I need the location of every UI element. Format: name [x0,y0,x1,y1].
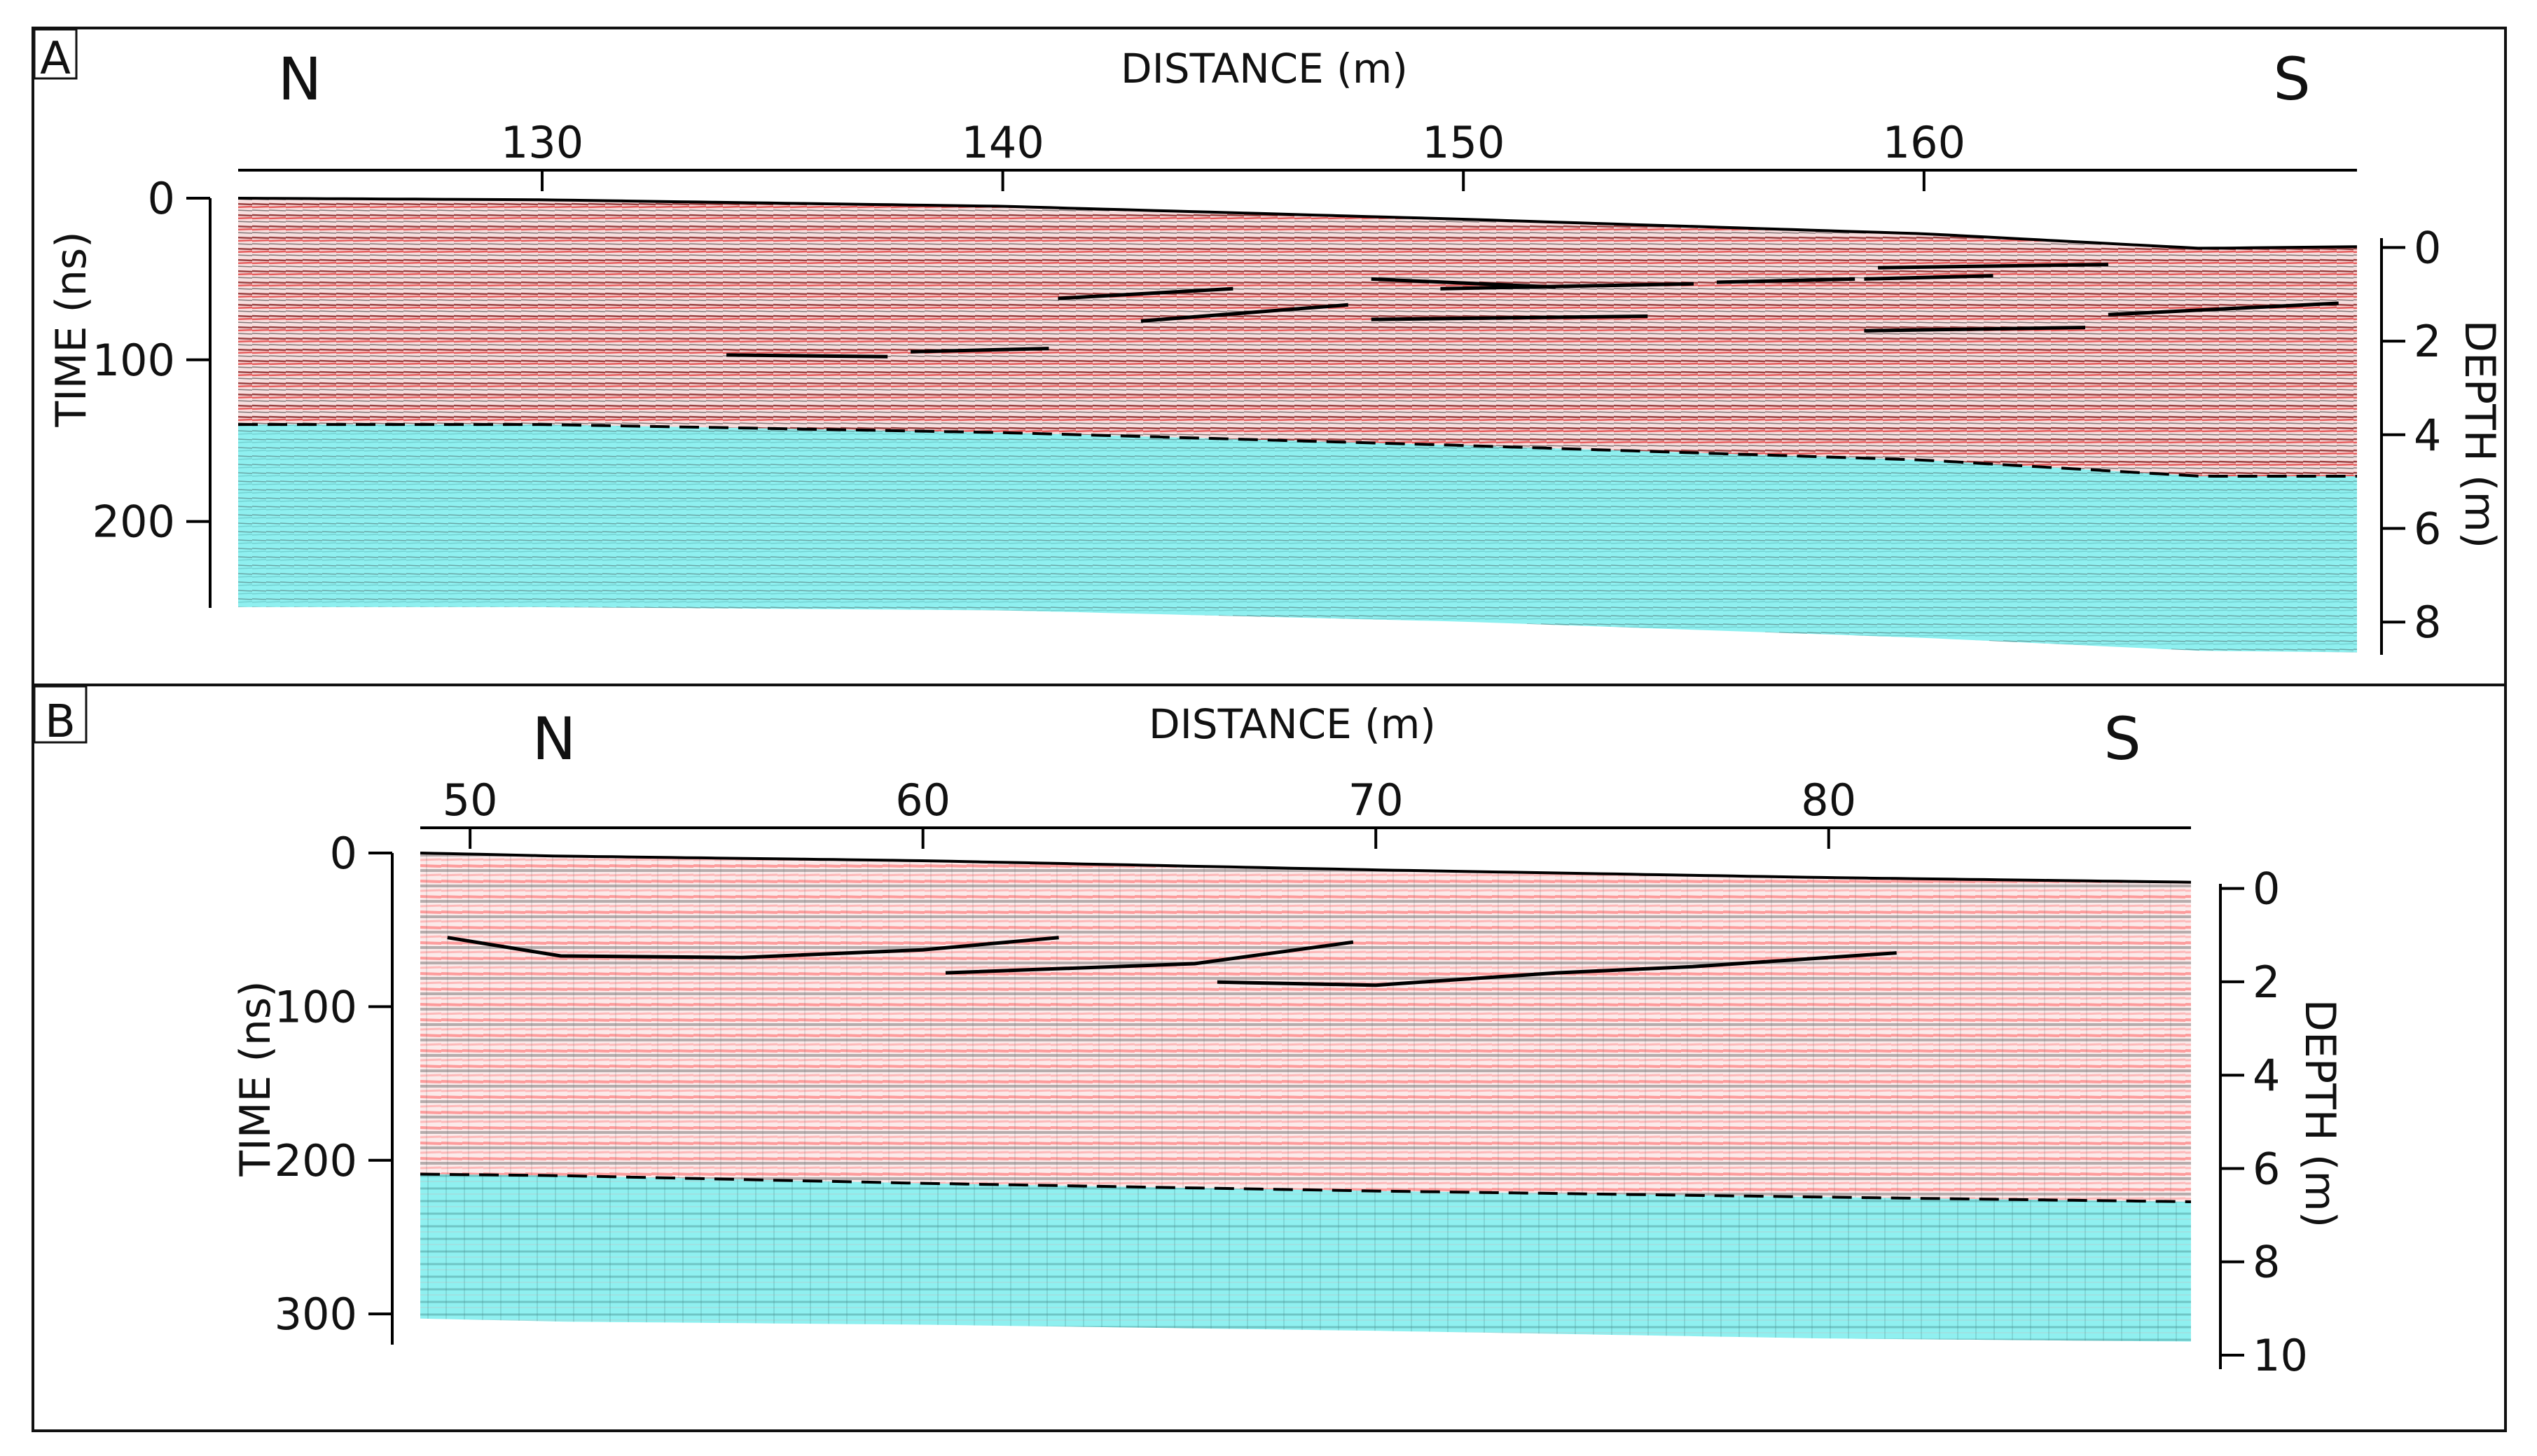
panel-b-time-tick-label: 100 [275,981,357,1032]
panel-a-upper-radar-section [238,198,2357,476]
panel-a-time-tick-label: 200 [92,497,175,548]
panel-b-x-axis-title: DISTANCE (m) [1149,700,1436,748]
panel-a-time-tick-label: 100 [92,335,175,386]
panel-b-depth-tick-label: 4 [2253,1050,2280,1101]
panel-b-depth-tick-label: 0 [2253,864,2280,915]
panel-b-reflector-line [1217,951,1897,987]
panel-b-ground-surface-line [420,852,2192,884]
panel-b-dashed-boundary [420,1172,2192,1203]
panel-b-time-tick-label: 300 [275,1289,357,1340]
panel-a-depth-tick-label: 0 [2414,222,2441,273]
panel-a-reflector-line [1878,263,2108,270]
panel-b-depth-tick-label: 8 [2253,1237,2280,1288]
panel-a-depth-tick-label: 8 [2414,597,2441,648]
panel-a-depth-ticks: 0 2 4 6 8 [2382,222,2441,648]
panel-b-reflector-line [447,936,1059,959]
panel-b-label-box [33,685,88,744]
panel-a-label-box [33,28,78,80]
panel-b-depth-tick-label: 2 [2253,957,2280,1008]
panel-a-reflector-line [1864,274,1993,281]
panel-a-direction-south: S [2273,45,2310,113]
panel-a-depth-tick-label: 6 [2414,503,2441,554]
panel-a-dashed-boundary [238,423,2357,478]
panel-a-reflector-line [911,347,1049,354]
panel-b-lower-shaded-section [420,1174,2191,1342]
panel-b-x-tick-label: 80 [1801,775,1856,826]
panel-a-depth-tick-label: 2 [2414,316,2441,367]
panel-b-time-axis-title: TIME (ns) [231,980,280,1177]
panel-b-x-tick-label: 60 [895,775,950,826]
panel-a-x-ticks: 130 140 150 160 [501,117,1965,191]
panel-a-depth-tick-label: 4 [2414,410,2441,461]
panel-b-depth-ticks: 0 2 4 6 8 10 [2220,864,2308,1381]
panel-a-reflector-line [1058,286,1233,300]
panel-b-upper-radar-section [420,853,2191,1202]
panel-a-reflector-line [1371,314,1648,321]
panel-a-label: A [40,33,71,85]
panel-a-x-tick-label: 140 [961,117,1044,168]
panel-a-reflector-line [1140,303,1348,323]
panel-a-reflector-line [1864,326,2086,333]
panel-a-reflector-line [726,353,888,359]
panel-b-frame [32,684,2507,1432]
panel-b-interpreted-reflectors [447,936,1897,987]
panel-a-time-tick-label: 0 [148,173,175,224]
panel-a-depth-axis-title: DEPTH (m) [2455,320,2504,548]
panel-a-ground-surface-line [237,197,2358,250]
panel-b-reflector-line [945,940,1354,975]
panel-a-x-axis-title: DISTANCE (m) [1121,45,1408,92]
panel-a-x-tick-label: 160 [1883,117,1965,168]
panel-b-time-ticks: 0 100 200 300 [275,828,392,1340]
panel-a-reflector-line [2108,301,2339,317]
panel-b-x-ticks: 50 60 70 80 [443,775,1856,849]
panel-b-time-tick-label: 200 [275,1135,357,1186]
panel-a-lower-shaded-section [238,424,2357,653]
panel-b-depth-tick-label: 10 [2253,1330,2308,1381]
panel-b-depth-axis-title: DEPTH (m) [2295,999,2344,1228]
panel-a-reflector-line [1440,282,1694,291]
panel-a-time-axis-title: TIME (ns) [47,231,96,427]
panel-a: A DISTANCE (m) N S 130 140 150 160 0100200 … [33,28,2504,655]
panel-b-x-tick-label: 50 [443,775,498,826]
panel-b-x-tick-label: 70 [1348,775,1404,826]
panel-b-direction-north: N [532,705,576,773]
panel-a-interpreted-reflectors [726,263,2339,359]
panel-b-depth-tick-label: 6 [2253,1143,2280,1194]
panel-b-direction-south: S [2103,705,2141,773]
panel-b-time-tick-label: 0 [330,828,357,879]
panel-a-x-tick-label: 130 [501,117,583,168]
panel-a-direction-north: N [278,45,322,113]
panel-a-x-tick-label: 150 [1422,117,1505,168]
panel-a-time-ticks: 0 100 200 [92,173,210,548]
panel-a-reflector-line [1716,277,1855,284]
panel-b-label: B [45,696,76,748]
